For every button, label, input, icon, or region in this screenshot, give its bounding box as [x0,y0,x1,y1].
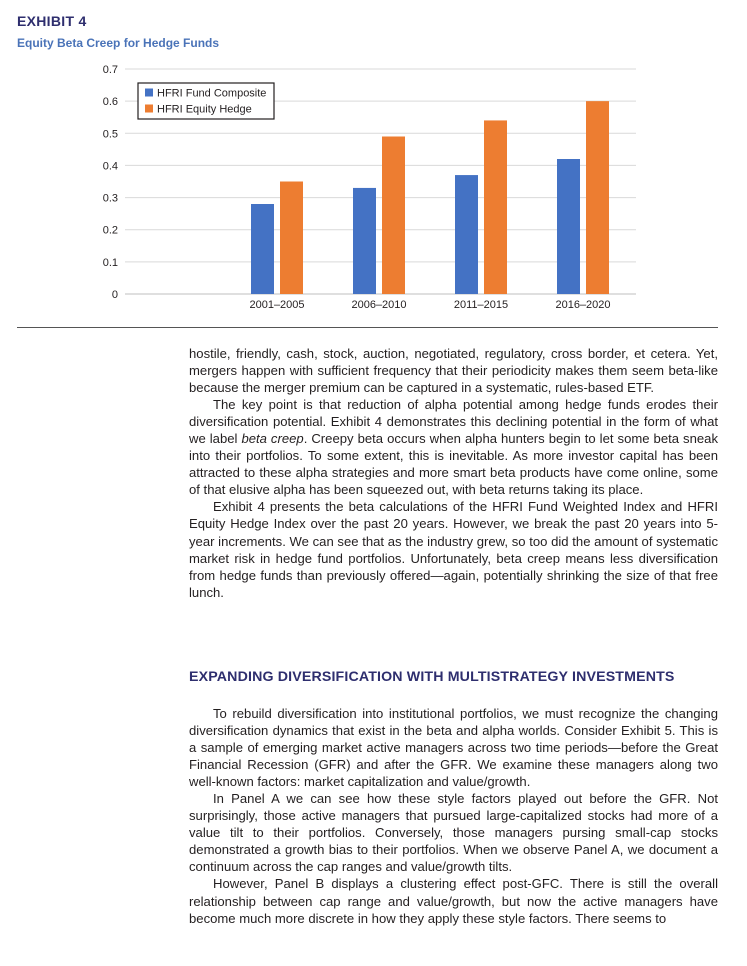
y-tick-label: 0.7 [103,64,118,76]
bar-fund-composite [251,204,274,294]
legend-label: HFRI Fund Composite [157,88,266,100]
legend-label: HFRI Equity Hedge [157,104,252,116]
bar-equity-hedge [280,181,303,294]
exhibit-divider [17,327,718,328]
x-tick-label: 2006–2010 [351,299,406,311]
paragraph-2-start: The key point is that reduction of alpha… [189,397,718,447]
exhibit-label: EXHIBIT 4 [17,13,87,29]
x-tick-label: 2016–2020 [555,299,610,311]
paragraph-3: Exhibit 4 presents the beta calculations… [189,499,718,600]
section-heading: EXPANDING DIVERSIFICATION WITH MULTISTRA… [189,669,675,685]
y-tick-label: 0 [112,289,118,301]
bar-fund-composite [353,187,376,294]
y-tick-label: 0.6 [103,96,118,108]
paragraph-2-end: . Creepy beta occurs when alpha hunters … [189,431,718,498]
paragraph-2: The key point is that reduction of alpha… [189,396,718,498]
paragraph-1: hostile, friendly, cash, stock, auction,… [189,346,718,396]
body-text-lower: To rebuild diversification into institut… [189,705,718,927]
x-tick-label: 2001–2005 [249,299,304,311]
legend-box [137,82,275,120]
bar-equity-hedge [484,120,507,294]
paragraph-2-italic-term: beta creep [241,431,304,447]
paragraph-6: However, Panel B displays a clustering e… [189,876,718,926]
paragraph-5: In Panel A we can see how these style fa… [189,791,718,875]
y-tick-label: 0.4 [103,160,118,172]
y-tick-label: 0.3 [103,193,118,205]
chart-legend: HFRI Fund Composite HFRI Equity Hedge [137,82,275,120]
x-tick-label: 2011–2015 [454,299,508,311]
bar-fund-composite [455,175,478,294]
y-tick-label: 0.2 [103,225,118,237]
bar-fund-composite [557,159,580,294]
paragraph-4: To rebuild diversification into institut… [189,706,718,790]
legend-swatch [145,88,153,97]
beta-creep-bar-chart: 0 0.1 0.2 0.3 0.4 0.5 0.6 0.7 2001–2005 2006–2010… [103,64,636,311]
bar-equity-hedge [586,101,609,295]
y-tick-label: 0.1 [103,257,118,269]
legend-swatch [145,104,153,113]
body-text-upper: hostile, friendly, cash, stock, auction,… [189,345,718,601]
y-tick-label: 0.5 [103,128,118,140]
exhibit-title: Equity Beta Creep for Hedge Funds [17,36,220,50]
bar-equity-hedge [382,136,405,294]
